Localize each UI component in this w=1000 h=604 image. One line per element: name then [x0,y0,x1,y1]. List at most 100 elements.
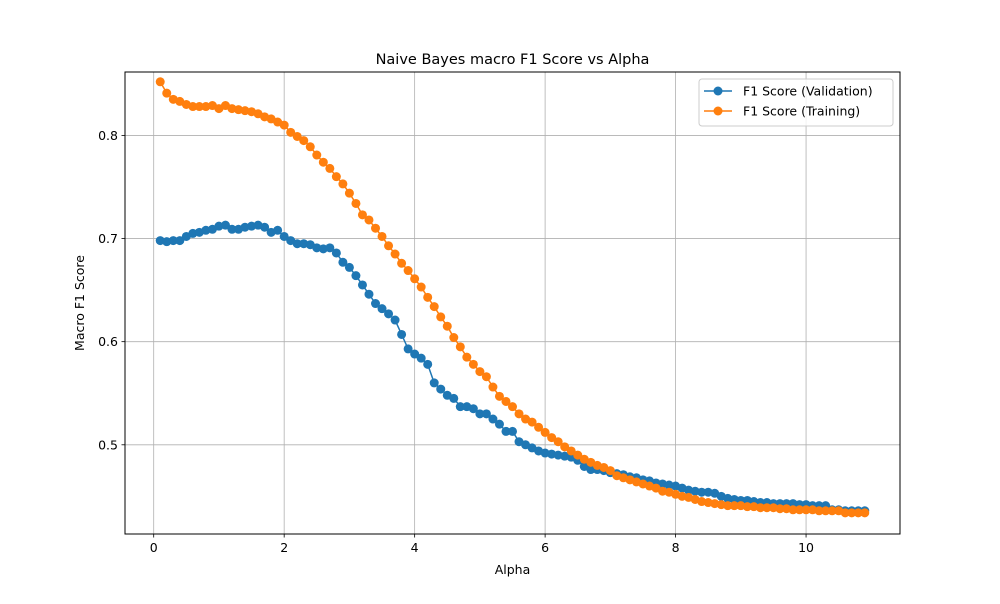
data-point-training [840,508,850,518]
data-point-validation [481,409,491,419]
data-point-training [742,502,752,512]
x-axis-label: Alpha [495,562,531,577]
y-axis-label: Macro F1 Score [72,255,87,351]
data-point-training [462,352,472,362]
data-point-training [292,131,302,141]
data-point-training [364,215,374,225]
data-point-validation [279,231,289,241]
data-point-training [494,391,504,401]
data-point-training [755,503,765,513]
data-point-training [377,231,387,241]
data-point-training [429,302,439,312]
data-point-training [299,136,309,146]
x-tick-label: 2 [280,540,288,555]
data-point-validation [416,353,426,363]
x-tick-label: 0 [150,540,158,555]
data-point-validation [423,359,433,369]
data-point-training [853,508,863,518]
data-point-training [481,372,491,382]
data-point-training [827,506,837,516]
data-point-validation [494,419,504,429]
data-point-training [475,367,485,377]
data-point-validation [410,349,420,359]
data-point-validation [488,414,498,424]
data-point-validation [325,243,335,253]
data-point-validation [273,225,283,235]
data-point-validation [227,224,237,234]
y-tick-label: 0.5 [98,437,118,452]
data-point-training [312,150,322,160]
legend-marker-validation [713,86,723,96]
data-point-validation [508,426,517,436]
x-tick-label: 4 [411,540,419,555]
legend-marker-training [713,106,723,116]
data-point-training [814,506,824,516]
data-point-validation [220,220,230,230]
data-point-training [527,417,537,427]
plot-frame [124,71,901,535]
data-point-validation [351,271,361,281]
data-point-training [534,422,544,432]
data-point-training [605,466,615,476]
data-point-training [560,442,570,452]
data-point-training [442,321,452,331]
y-tick-label: 0.8 [98,128,118,143]
data-point-training [318,157,328,167]
data-point-training [729,501,739,511]
data-point-training [194,102,204,112]
legend-box [698,78,894,127]
data-point-training [860,508,870,518]
data-point-validation [429,378,439,388]
data-point-training [762,503,772,513]
data-point-training [416,282,426,292]
data-point-validation [403,344,413,354]
data-point-training [357,210,367,220]
data-point-validation [436,384,446,394]
data-point-training [788,505,798,515]
series-training [155,77,870,518]
data-point-validation [344,262,354,272]
y-tick-label: 0.7 [98,231,118,246]
data-point-validation [384,309,394,319]
data-point-training [455,342,465,352]
data-point-validation [377,304,387,314]
data-point-training [305,142,315,152]
data-point-training [188,102,198,112]
legend-entry-validation: F1 Score (Validation) [704,84,873,99]
series-layer [155,77,870,518]
data-point-validation [449,393,459,403]
data-point-training [573,450,583,460]
data-point-validation [390,315,400,325]
x-tick-label: 8 [672,540,680,555]
data-point-validation [292,239,302,249]
data-point-validation [697,487,707,497]
data-point-training [847,508,857,518]
grid-lines [125,72,900,534]
data-point-training [155,77,165,87]
data-point-training [795,505,805,515]
data-point-training [566,446,576,456]
data-point-training [286,127,296,137]
data-point-validation [260,222,270,232]
data-point-training [553,437,563,447]
data-point-training [488,382,498,392]
data-point-training [801,505,811,515]
legend-entry-training: F1 Score (Training) [704,104,860,119]
data-point-training [371,223,381,233]
data-point-training [325,163,335,173]
legend-label-training: F1 Score (Training) [743,104,860,119]
data-point-training [351,198,361,208]
data-point-training [821,506,831,516]
data-point-training [344,188,354,198]
data-point-training [331,172,341,182]
data-point-training [508,402,517,412]
data-point-training [775,504,785,514]
data-point-training [403,266,413,276]
data-point-validation [586,465,596,475]
data-point-training [449,333,459,343]
data-point-training [547,433,557,443]
x-tick-label: 6 [541,540,549,555]
data-point-validation [168,236,178,246]
data-point-training [384,241,394,251]
data-point-training [279,120,289,130]
